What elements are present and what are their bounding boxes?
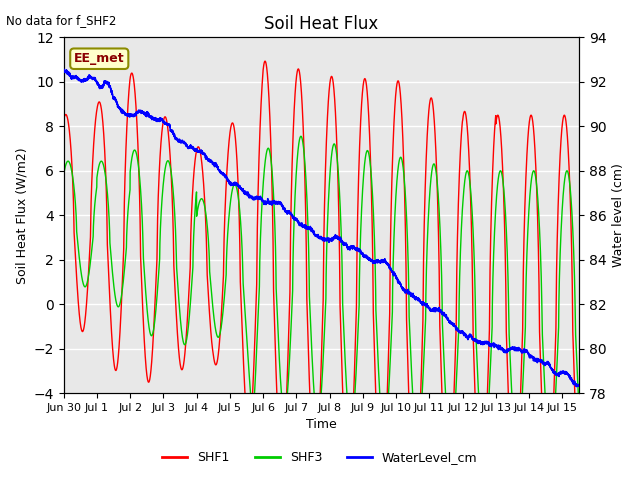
Title: Soil Heat Flux: Soil Heat Flux <box>264 15 378 33</box>
Text: No data for f_SHF2: No data for f_SHF2 <box>6 14 116 27</box>
X-axis label: Time: Time <box>306 419 337 432</box>
Legend: SHF1, SHF3, WaterLevel_cm: SHF1, SHF3, WaterLevel_cm <box>157 446 483 469</box>
Text: EE_met: EE_met <box>74 52 125 65</box>
Y-axis label: Water level (cm): Water level (cm) <box>612 163 625 267</box>
Y-axis label: Soil Heat Flux (W/m2): Soil Heat Flux (W/m2) <box>15 147 28 284</box>
